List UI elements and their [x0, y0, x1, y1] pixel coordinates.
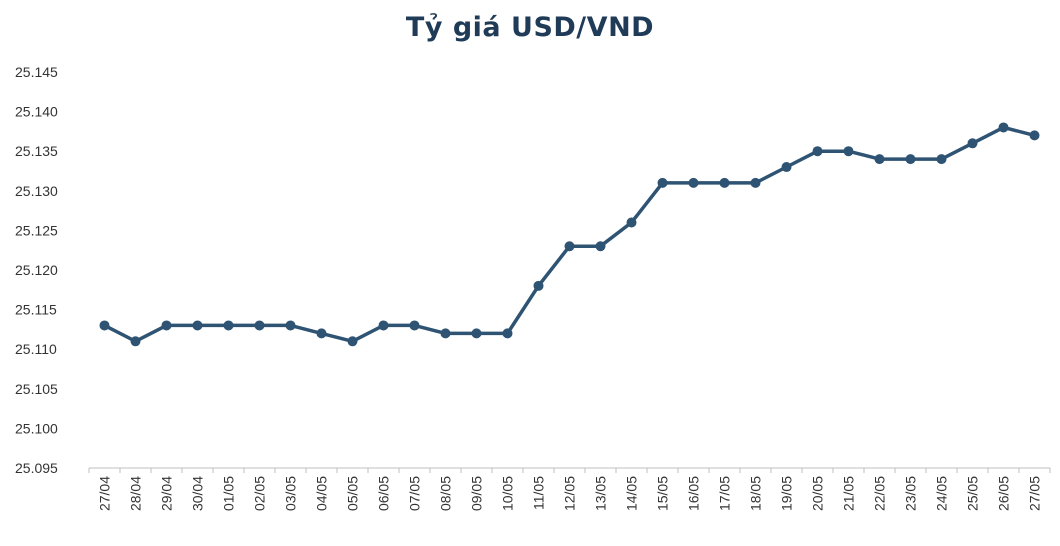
data-point [905, 154, 916, 165]
data-point [347, 336, 358, 347]
data-point [502, 328, 513, 339]
data-point [223, 320, 234, 331]
x-tick-label: 27/05 [1027, 476, 1043, 511]
data-point [843, 146, 854, 157]
data-point [688, 177, 699, 188]
data-point [874, 154, 885, 165]
data-point [378, 320, 389, 331]
x-tick-label: 04/05 [314, 476, 330, 511]
x-tick-label: 01/05 [221, 476, 237, 511]
x-tick-label: 06/05 [376, 476, 392, 511]
data-point [936, 154, 947, 165]
x-tick-label: 12/05 [562, 476, 578, 511]
x-tick-label: 10/05 [500, 476, 516, 511]
x-tick-label: 14/05 [624, 476, 640, 511]
y-tick-label: 25.115 [15, 302, 57, 318]
x-tick-label: 02/05 [252, 476, 268, 511]
y-tick-label: 25.125 [15, 222, 58, 238]
data-point [254, 320, 265, 331]
y-tick-label: 25.135 [15, 143, 58, 159]
y-tick-label: 25.100 [15, 420, 58, 436]
x-tick-label: 29/04 [159, 476, 175, 511]
x-tick-label: 24/05 [934, 476, 950, 511]
data-point [657, 177, 668, 188]
y-tick-label: 25.120 [15, 262, 58, 278]
data-point [998, 122, 1009, 133]
data-point [1029, 130, 1040, 141]
data-point [192, 320, 203, 331]
data-point [440, 328, 451, 339]
data-point [967, 138, 978, 149]
x-tick-label: 07/05 [407, 476, 423, 511]
data-point [812, 146, 823, 157]
y-tick-label: 25.130 [15, 183, 58, 199]
y-tick-label: 25.110 [15, 341, 57, 357]
x-tick-label: 30/04 [190, 476, 206, 511]
x-tick-label: 22/05 [872, 476, 888, 511]
x-tick-label: 05/05 [345, 476, 361, 511]
y-tick-label: 25.105 [15, 381, 58, 397]
data-point [316, 328, 327, 339]
x-tick-label: 16/05 [686, 476, 702, 511]
data-point [471, 328, 482, 339]
series-line [102, 125, 1037, 344]
x-tick-label: 03/05 [283, 476, 299, 511]
x-tick-label: 19/05 [779, 476, 795, 511]
x-tick-label: 27/04 [97, 476, 113, 511]
x-tick-label: 17/05 [717, 476, 733, 511]
x-tick-label: 20/05 [810, 476, 826, 511]
y-tick-label: 25.140 [15, 104, 58, 120]
y-tick-label: 25.145 [15, 64, 58, 80]
x-tick-label: 21/05 [841, 476, 857, 511]
data-point [409, 320, 420, 331]
data-point [161, 320, 172, 331]
chart-title: Tỷ giá USD/VND [405, 12, 655, 43]
y-tick-label: 25.095 [15, 460, 58, 476]
data-point [626, 217, 637, 228]
x-tick-label: 11/05 [531, 476, 547, 510]
x-tick-label: 15/05 [655, 476, 671, 511]
x-tick-label: 26/05 [996, 476, 1012, 511]
data-point [99, 320, 110, 331]
x-tick-label: 25/05 [965, 476, 981, 511]
x-tick-label: 08/05 [438, 476, 454, 511]
x-tick-label: 28/04 [128, 476, 144, 511]
data-point [130, 336, 141, 347]
data-point [595, 241, 606, 252]
data-point [564, 241, 575, 252]
x-tick-label: 09/05 [469, 476, 485, 511]
data-point [750, 177, 761, 188]
data-point [781, 162, 792, 173]
x-tick-label: 23/05 [903, 476, 919, 511]
x-tick-label: 18/05 [748, 476, 764, 511]
data-point [719, 177, 730, 188]
x-tick-label: 13/05 [593, 476, 609, 511]
data-point [533, 280, 544, 291]
data-point [285, 320, 296, 331]
